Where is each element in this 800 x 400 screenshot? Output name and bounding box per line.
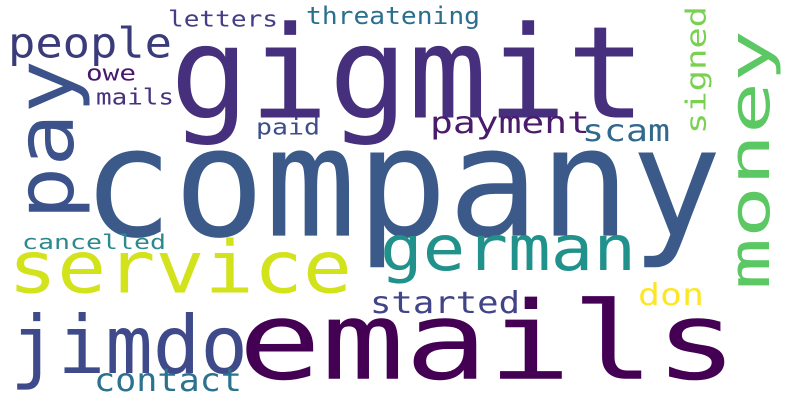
- word-mails: mails: [96, 84, 174, 110]
- word-company: company: [82, 94, 722, 273]
- word-contact: contact: [94, 361, 242, 399]
- word-paid: paid: [256, 114, 320, 140]
- word-threatening: threatening: [306, 1, 480, 30]
- word-gigmit: gigmit: [170, 0, 646, 149]
- word-letters: letters: [168, 6, 278, 32]
- word-cancelled: cancelled: [22, 230, 166, 254]
- word-signed: signed: [679, 6, 713, 135]
- word-service: service: [8, 225, 352, 310]
- word-owe: owe: [86, 60, 136, 86]
- word-money: money: [716, 30, 783, 290]
- word-scam: scam: [582, 113, 670, 149]
- word-payment: payment: [430, 105, 590, 141]
- word-started: started: [370, 285, 520, 321]
- word-pay: pay: [0, 59, 93, 220]
- word-jimdo: jimdo: [10, 298, 249, 393]
- word-german: german: [380, 212, 636, 285]
- word-don: don: [638, 277, 704, 313]
- word-people: people: [8, 18, 172, 68]
- word-emails: emails: [238, 278, 738, 400]
